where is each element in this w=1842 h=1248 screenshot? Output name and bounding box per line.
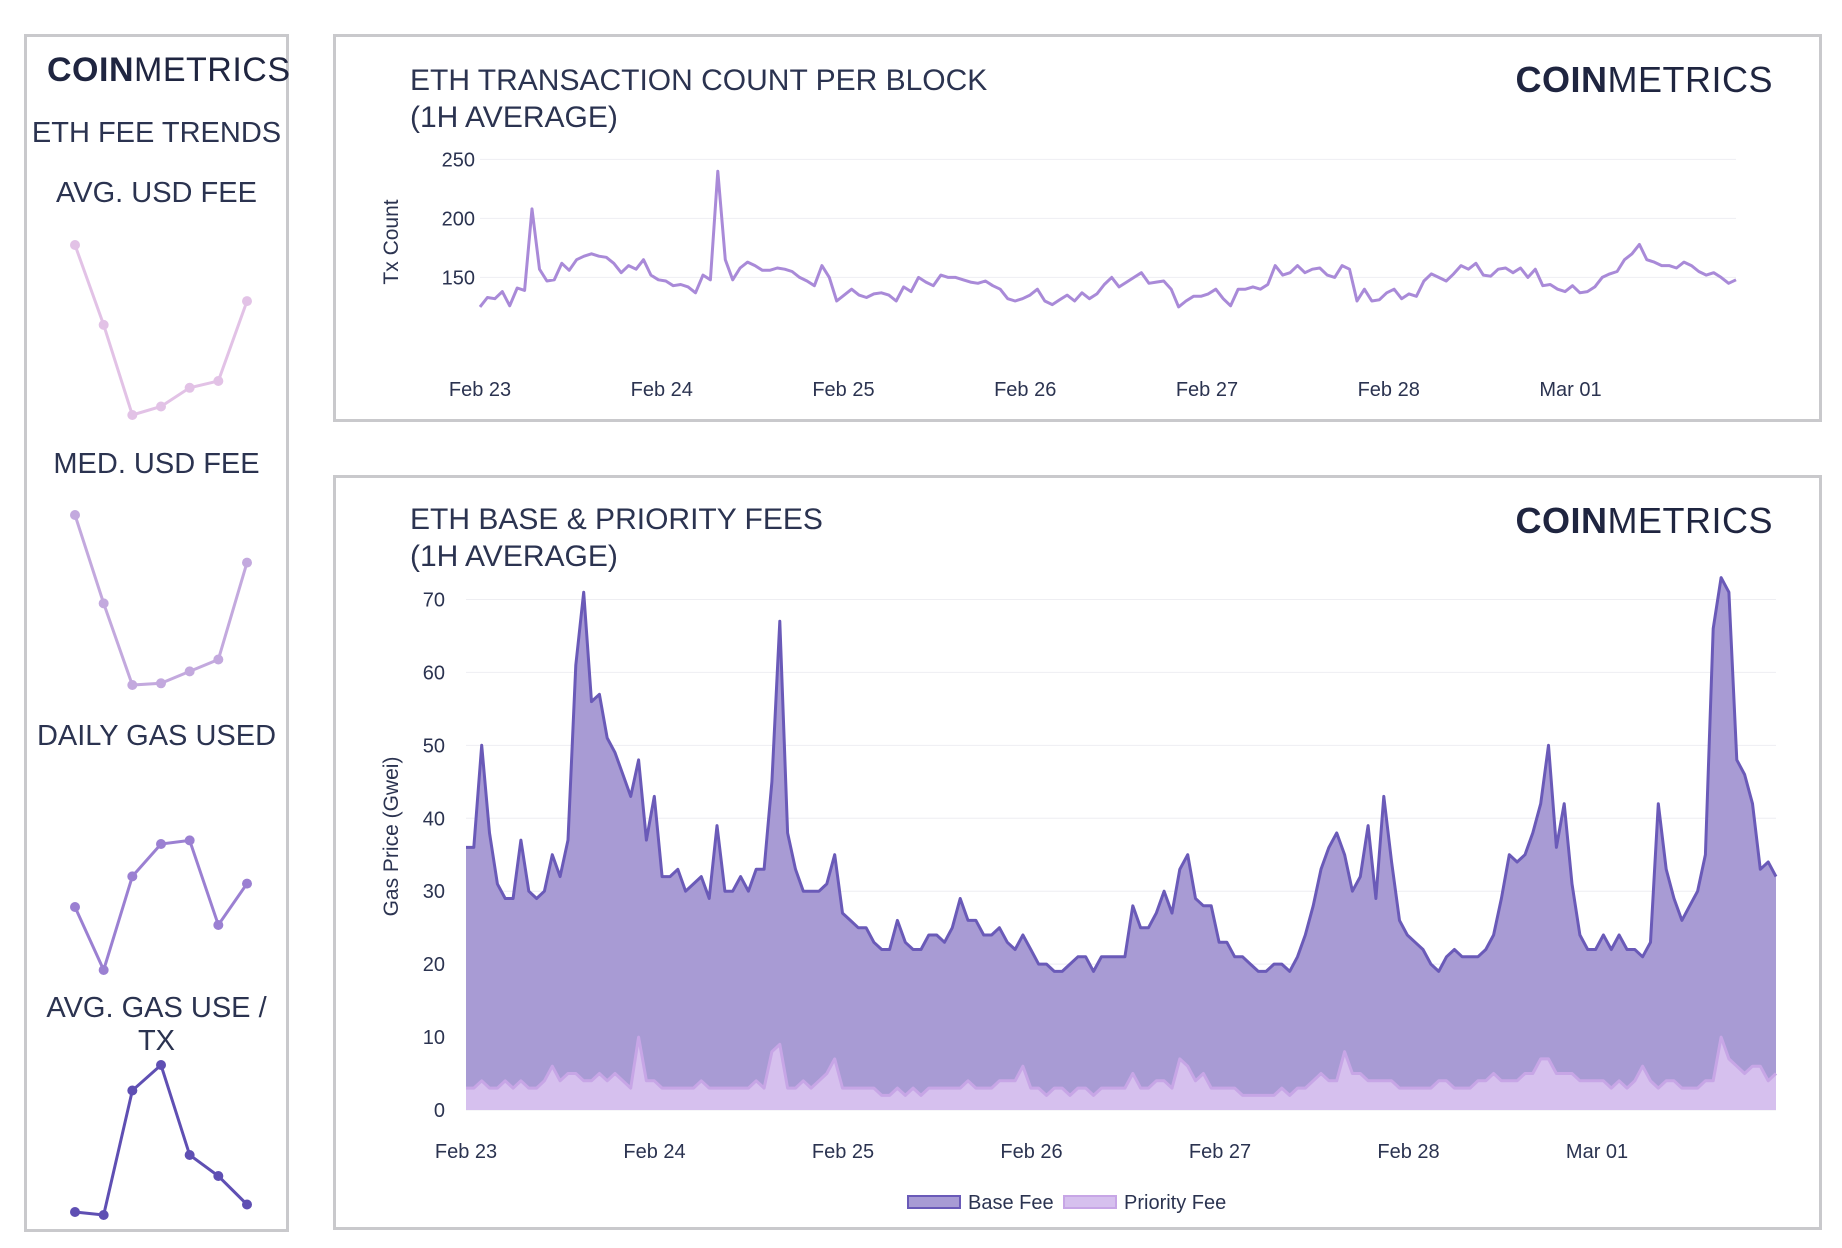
- sparkline-point: [156, 839, 166, 849]
- coinmetrics-logo: COINMETRICS: [1515, 500, 1773, 541]
- y-tick-label: 60: [423, 662, 445, 684]
- y-tick-label: 150: [442, 267, 475, 289]
- y-axis-label: Gas Price (Gwei): [380, 757, 403, 917]
- sparkline-line: [73, 244, 249, 417]
- y-tick-label: 20: [423, 954, 445, 976]
- sparkline-point: [242, 1199, 252, 1210]
- sparkline-daily-gas-used: [70, 835, 252, 975]
- coinmetrics-logo: COINMETRICS: [1515, 59, 1773, 100]
- sparkline-point: [98, 598, 109, 609]
- sparkline-point: [213, 376, 224, 386]
- y-tick-label: 30: [423, 881, 445, 903]
- legend-label-priority-fee: Priority Fee: [1124, 1192, 1226, 1214]
- sparkline-point: [184, 382, 195, 393]
- x-tick-label: Feb 23: [435, 1141, 497, 1163]
- sparkline-point: [127, 871, 138, 882]
- y-tick-label: 10: [423, 1027, 445, 1049]
- sparkline-point: [98, 319, 109, 330]
- sidebar-title: ETH FEE TRENDS: [31, 117, 282, 149]
- x-tick-label: Feb 23: [449, 379, 511, 401]
- x-tick-label: Feb 26: [1000, 1141, 1062, 1163]
- sidebar-panel: COINMETRICS ETH FEE TRENDS AVG. USD FEE …: [24, 34, 291, 1232]
- sparkline-point: [184, 666, 195, 677]
- y-tick-label: 250: [442, 149, 475, 171]
- sparkline-point: [127, 410, 138, 420]
- fees-chart-title: ETH BASE & PRIORITY FEES (1H AVERAGE): [410, 503, 823, 573]
- sparkline-point: [70, 1207, 80, 1217]
- legend-label-base-fee: Base Fee: [968, 1192, 1054, 1214]
- series-line-priority-fee: [466, 1035, 1778, 1097]
- y-tick-label: 50: [423, 735, 445, 757]
- series-area-base-fee: [466, 577, 1776, 1110]
- x-tick-label: Mar 01: [1539, 379, 1601, 401]
- sparkline-avg-gas-use-per-tx: [70, 1060, 252, 1220]
- legend-swatch-priority-fee: [1063, 1195, 1117, 1209]
- sparkline-point: [242, 878, 252, 889]
- x-tick-label: Feb 26: [994, 379, 1056, 401]
- tx-chart-title: ETH TRANSACTION COUNT PER BLOCK (1H AVER…: [410, 64, 988, 134]
- y-tick-label: 0: [434, 1100, 445, 1122]
- x-tick-label: Feb 27: [1189, 1141, 1251, 1163]
- sparkline-point: [70, 902, 80, 912]
- x-tick-label: Feb 25: [812, 1141, 874, 1163]
- x-tick-label: Feb 25: [812, 379, 874, 401]
- sparkline-med-usd-fee: [70, 510, 252, 690]
- series-line-series: [478, 169, 1737, 309]
- coinmetrics-logo: COINMETRICS: [47, 51, 291, 89]
- sparkline-avg-usd-fee: [70, 240, 252, 420]
- sparkline-point: [70, 240, 80, 250]
- sparkline-line: [74, 1062, 249, 1217]
- sparkline-line: [73, 838, 249, 975]
- sparkline-point: [98, 965, 109, 975]
- sparkline-point: [213, 920, 224, 930]
- fees-chart-panel: ETH BASE & PRIORITY FEES (1H AVERAGE) CO…: [333, 475, 1822, 1230]
- sparkline-point: [156, 1060, 166, 1070]
- sparkline-point: [184, 835, 195, 846]
- y-tick-label: 40: [423, 808, 445, 830]
- x-tick-label: Feb 28: [1358, 379, 1420, 401]
- fees-chart: 0 10 20 30 40 50 60 70 Gas Price (Gwei) Feb 23 Feb…: [380, 576, 1778, 1214]
- sparkline-point: [127, 680, 138, 690]
- y-tick-label: 200: [442, 208, 475, 230]
- sparkline-point: [156, 401, 166, 412]
- x-tick-label: Feb 24: [631, 379, 693, 401]
- sparkline-label-daily-gas-used: DAILY GAS USED: [36, 720, 277, 752]
- sparkline-label-med-usd-fee: MED. USD FEE: [53, 448, 260, 480]
- series-area-priority-fee: [466, 1037, 1776, 1110]
- sparkline-point: [156, 678, 166, 689]
- sparkline-label-avg-usd-fee: AVG. USD FEE: [56, 177, 257, 209]
- sparkline-point: [98, 1210, 109, 1220]
- sparkline-point: [70, 510, 80, 520]
- x-tick-label: Feb 27: [1176, 379, 1238, 401]
- x-tick-label: Feb 28: [1377, 1141, 1439, 1163]
- tx-count-chart-panel: ETH TRANSACTION COUNT PER BLOCK (1H AVER…: [333, 34, 1822, 422]
- sparkline-point: [184, 1150, 195, 1160]
- sparkline-label-avg-gas-use-per-tx: AVG. GAS USE / TX: [46, 992, 267, 1057]
- sparkline-point: [213, 654, 224, 665]
- sparkline-point: [127, 1085, 138, 1096]
- x-tick-label: Feb 24: [623, 1141, 685, 1163]
- series-line-base-fee: [466, 576, 1778, 973]
- x-tick-label: Mar 01: [1566, 1141, 1628, 1163]
- sparkline-point: [242, 296, 252, 307]
- y-axis-label: Tx Count: [380, 199, 403, 284]
- legend-swatch-base-fee: [907, 1195, 961, 1209]
- y-tick-label: 70: [423, 589, 445, 611]
- tx-count-chart: 150 200 250 Tx Count Feb 23 Feb 24 Feb 25 Feb 2…: [380, 149, 1737, 401]
- sparkline-point: [213, 1171, 224, 1181]
- sparkline-point: [242, 557, 252, 568]
